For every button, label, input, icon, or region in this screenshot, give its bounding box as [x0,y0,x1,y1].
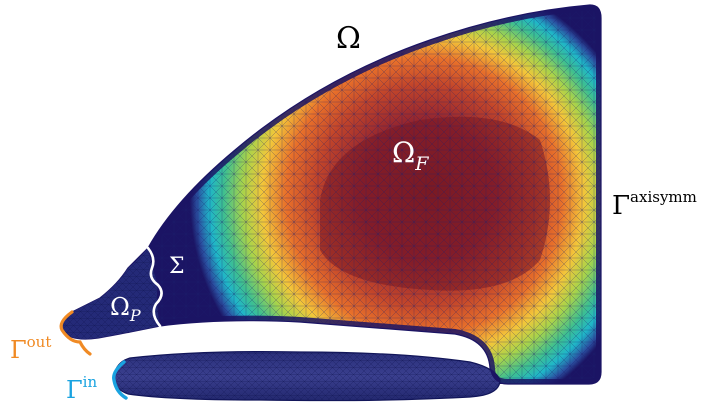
label-omega-f-sub: F [414,153,429,175]
interface-sigma [146,246,163,328]
label-gamma-out-main: Γ [10,336,27,364]
label-omega-f-main: Ω [392,136,415,169]
label-omega-p: ΩP [110,293,141,325]
label-omega-f: ΩF [392,136,429,175]
label-gamma-axisymm-main: Γ [612,191,630,221]
label-gamma-in-main: Γ [66,376,83,404]
label-sigma: Σ [169,254,185,279]
label-omega-p-sub: P [129,306,141,325]
label-gamma-out-sup: out [27,333,52,351]
label-gamma-in: Γin [66,373,97,404]
porous-region [61,248,160,339]
label-gamma-in-sup: in [83,373,98,391]
fluid-domain [60,4,602,385]
label-gamma-out: Γout [10,333,51,364]
label-gamma-axisymm-sup: axisymm [630,188,697,206]
gamma-out-boundary [59,310,92,356]
label-omega: Ω [336,21,361,56]
label-omega-p-main: Ω [110,293,130,321]
gamma-in-boundary [112,360,128,400]
inlet-channel [113,351,508,402]
label-gamma-axisymm: Γaxisymm [612,188,697,221]
